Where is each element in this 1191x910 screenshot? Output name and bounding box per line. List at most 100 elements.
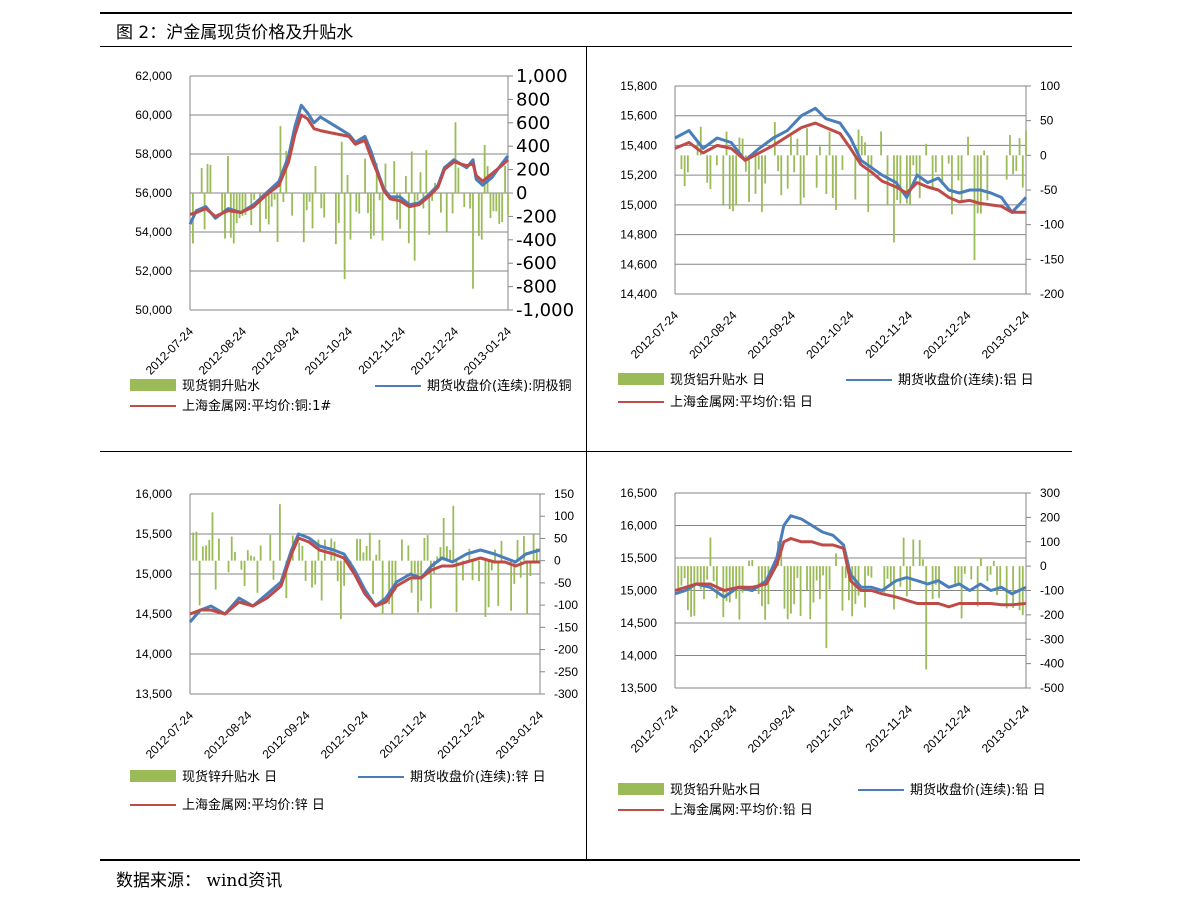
spread-bar xyxy=(1005,155,1008,180)
spread-bar xyxy=(870,155,873,170)
x-axis-tick-label: 2013-01-24 xyxy=(979,308,1033,362)
spread-bar xyxy=(192,532,195,561)
spread-bar xyxy=(337,193,340,223)
spread-bar xyxy=(404,175,407,193)
zinc-chart-panel: 13,500 14,000 14,500 15,000 15,500 16,000 -300… xyxy=(100,453,586,857)
spread-bar xyxy=(748,560,750,567)
spread-bar xyxy=(754,155,757,194)
spread-bar xyxy=(802,155,805,198)
spread-bar xyxy=(234,551,236,561)
spread-bar xyxy=(828,131,831,156)
spread-bar xyxy=(240,560,243,570)
spread-bar xyxy=(857,566,860,596)
spread-bar xyxy=(428,193,431,235)
spread-bar xyxy=(356,538,358,561)
spread-bar xyxy=(378,193,381,201)
spread-bar xyxy=(267,193,270,225)
spread-bar xyxy=(973,155,976,261)
spread-bar xyxy=(996,566,998,596)
left-axis-tick-label: 50,000 xyxy=(135,303,172,317)
spot-price-line xyxy=(189,536,540,616)
right-axis-tick-label: 0 xyxy=(554,554,561,568)
spread-bar xyxy=(501,193,504,223)
spread-bar xyxy=(349,193,352,240)
spread-bar xyxy=(229,193,232,238)
spread-bar xyxy=(323,193,326,218)
x-axis-tick-label: 2012-11-24 xyxy=(377,708,430,761)
right-axis-tick-label: 400 xyxy=(516,136,550,157)
spread-bar xyxy=(960,155,963,201)
legend-swatch-spread xyxy=(130,770,176,782)
spread-bar xyxy=(744,155,747,172)
spread-bar xyxy=(909,155,911,205)
spread-bar xyxy=(200,167,203,193)
left-axis-tick-label: 15,200 xyxy=(620,168,657,182)
zinc-chart: 13,500 14,000 14,500 15,000 15,500 16,000 -300… xyxy=(130,487,578,813)
x-axis-tick-label: 2013-01-24 xyxy=(461,324,515,378)
x-axis-tick-label: 2012-11-24 xyxy=(355,324,408,377)
spread-bar xyxy=(436,556,439,561)
right-axis-tick-label: 0 xyxy=(516,183,527,204)
spread-bar xyxy=(957,155,960,181)
spread-bar xyxy=(796,566,799,578)
spread-bar xyxy=(314,166,317,193)
spread-bar xyxy=(394,560,397,591)
spread-bar xyxy=(302,193,305,243)
spread-bar xyxy=(343,560,346,586)
spread-bar xyxy=(715,155,718,166)
spread-bar xyxy=(320,560,323,601)
spread-bar xyxy=(1012,566,1015,609)
spread-bar xyxy=(396,193,399,220)
spread-bar xyxy=(484,560,487,617)
spread-bar xyxy=(925,566,928,670)
spread-bar xyxy=(256,560,259,593)
spread-bar xyxy=(790,136,792,156)
spread-bar xyxy=(365,545,368,561)
spread-bar xyxy=(305,193,308,211)
right-axis-tick-label: -400 xyxy=(1040,657,1064,671)
spread-bar xyxy=(205,545,207,561)
spread-bar xyxy=(426,535,429,561)
left-axis-tick-label: 15,500 xyxy=(620,551,657,565)
right-axis-tick-label: 100 xyxy=(554,509,574,523)
spread-bar xyxy=(401,539,403,561)
futures-price-line xyxy=(674,514,1027,599)
spread-bar xyxy=(889,566,892,587)
legend-label: 期货收盘价(连续):铝 日 xyxy=(898,372,1034,388)
left-axis-tick-label: 14,500 xyxy=(620,616,657,630)
title-bottom-rule xyxy=(100,46,1072,47)
x-axis-tick-label: 2012-08-24 xyxy=(196,324,250,378)
right-axis-tick-label: -50 xyxy=(554,576,572,590)
spread-bar xyxy=(905,566,908,597)
spread-bar xyxy=(893,566,895,610)
spread-bar xyxy=(764,566,767,620)
spread-bar xyxy=(715,566,718,599)
right-axis-tick-label: -300 xyxy=(554,687,578,701)
right-axis-tick-label: 50 xyxy=(1040,114,1054,128)
right-axis-tick-label: 200 xyxy=(516,160,550,181)
right-axis-tick-label: -200 xyxy=(1040,287,1064,301)
spread-bar xyxy=(738,566,741,620)
x-axis-tick-label: 2012-12-24 xyxy=(408,324,462,378)
spread-bar xyxy=(500,540,503,561)
spread-bar xyxy=(992,560,995,567)
spread-bar xyxy=(282,193,285,203)
spread-bar xyxy=(454,122,457,193)
legend-label: 上海金属网:平均价:铝 日 xyxy=(670,394,813,410)
left-axis-tick-label: 15,400 xyxy=(620,138,657,152)
spread-bar xyxy=(238,193,241,219)
left-axis-tick-label: 14,500 xyxy=(135,607,172,621)
spread-bar xyxy=(683,155,686,187)
spread-bar xyxy=(519,560,522,578)
spread-bar xyxy=(246,550,249,561)
left-axis-tick-label: 60,000 xyxy=(135,108,172,122)
spread-bar xyxy=(986,155,989,201)
spread-bar xyxy=(279,504,281,561)
spread-bar xyxy=(841,155,844,170)
spread-bar xyxy=(693,566,696,616)
spread-bar xyxy=(738,137,741,156)
panel-horizontal-divider xyxy=(100,451,1072,452)
spread-bar xyxy=(783,566,786,609)
spread-bar xyxy=(471,560,474,581)
left-axis-tick-label: 16,500 xyxy=(620,486,657,500)
